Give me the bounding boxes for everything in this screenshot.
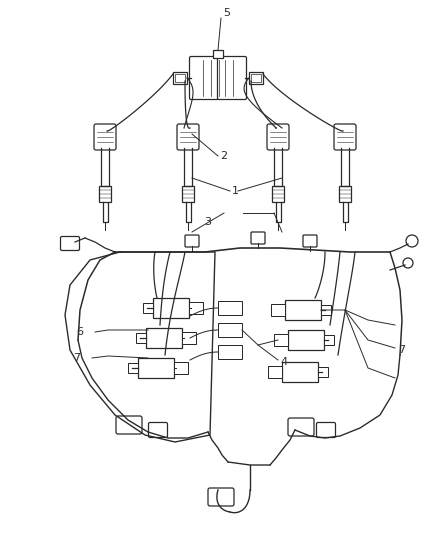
Bar <box>146 328 182 348</box>
Bar <box>136 333 146 343</box>
FancyBboxPatch shape <box>334 124 356 150</box>
Bar <box>182 186 194 202</box>
Text: 6: 6 <box>76 327 83 337</box>
Circle shape <box>403 258 413 268</box>
Bar <box>218 323 242 337</box>
FancyBboxPatch shape <box>116 416 142 434</box>
Bar <box>268 366 282 378</box>
FancyBboxPatch shape <box>267 124 289 150</box>
Bar <box>272 186 284 202</box>
Bar <box>282 362 318 382</box>
Bar <box>339 186 351 202</box>
Bar <box>285 300 321 320</box>
FancyBboxPatch shape <box>60 237 80 251</box>
FancyBboxPatch shape <box>208 488 234 506</box>
Text: 2: 2 <box>220 151 227 161</box>
FancyBboxPatch shape <box>317 423 336 438</box>
FancyBboxPatch shape <box>251 232 265 244</box>
Bar <box>189 302 203 314</box>
Bar <box>249 72 263 84</box>
Bar <box>138 358 174 378</box>
Bar <box>218 345 242 359</box>
Bar <box>318 367 328 377</box>
Bar <box>143 303 153 313</box>
FancyBboxPatch shape <box>190 56 219 100</box>
FancyBboxPatch shape <box>185 235 199 247</box>
Text: 7: 7 <box>73 353 80 363</box>
Bar <box>213 50 223 58</box>
Text: 3: 3 <box>205 217 212 227</box>
Bar <box>173 72 187 84</box>
Text: 1: 1 <box>232 186 239 196</box>
Bar <box>324 335 334 345</box>
Bar <box>153 298 189 318</box>
Text: 4: 4 <box>280 357 287 367</box>
Text: 5: 5 <box>223 8 230 18</box>
Bar <box>321 305 331 315</box>
FancyBboxPatch shape <box>288 418 314 436</box>
Bar <box>128 363 138 373</box>
FancyBboxPatch shape <box>177 124 199 150</box>
Bar <box>182 332 196 344</box>
Bar <box>251 74 261 82</box>
Circle shape <box>406 235 418 247</box>
FancyBboxPatch shape <box>303 235 317 247</box>
Bar <box>288 330 324 350</box>
FancyBboxPatch shape <box>148 423 167 438</box>
Bar <box>218 301 242 315</box>
Bar <box>174 362 188 374</box>
Bar <box>175 74 185 82</box>
FancyBboxPatch shape <box>218 56 247 100</box>
Bar <box>271 304 285 316</box>
FancyBboxPatch shape <box>94 124 116 150</box>
Bar <box>99 186 111 202</box>
Bar <box>274 334 288 346</box>
Text: 7: 7 <box>398 345 405 355</box>
